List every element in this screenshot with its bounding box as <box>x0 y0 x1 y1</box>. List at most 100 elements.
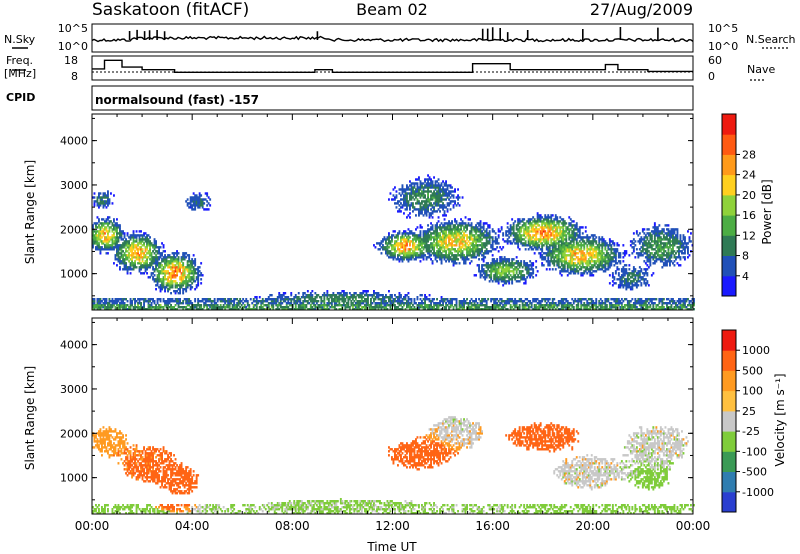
power-cell <box>398 294 401 297</box>
power-cell <box>132 242 135 245</box>
power-cell <box>541 220 544 223</box>
power-cell <box>213 300 216 303</box>
power-cell <box>560 244 563 247</box>
power-cell <box>233 302 236 305</box>
power-cell <box>503 276 506 279</box>
power-cell <box>403 252 405 255</box>
power-cell <box>92 196 94 199</box>
power-cell <box>98 224 100 227</box>
power-cell <box>309 306 312 309</box>
power-cell <box>422 234 425 237</box>
power-cell <box>176 290 178 293</box>
power-cell <box>560 246 563 249</box>
power-cell <box>204 198 207 201</box>
power-cell <box>524 228 527 231</box>
power-cell <box>439 304 441 307</box>
power-cell <box>150 272 153 275</box>
power-cell <box>155 306 157 309</box>
power-cell <box>373 308 375 311</box>
power-cell <box>488 270 491 273</box>
mhz-label: [MHz] <box>4 67 36 80</box>
power-cell <box>379 306 381 309</box>
power-cell <box>524 232 527 235</box>
power-cell <box>144 250 147 253</box>
power-cell <box>560 222 563 225</box>
power-cell <box>536 222 539 225</box>
power-cell <box>131 300 133 303</box>
power-cell <box>440 254 443 257</box>
power-cell <box>198 300 201 303</box>
power-cell <box>104 192 106 195</box>
power-cell <box>560 252 563 255</box>
power-cell <box>93 236 96 239</box>
power-cell <box>476 304 479 307</box>
power-cell <box>437 256 440 259</box>
power-cell <box>542 222 545 225</box>
power-cell <box>478 238 480 241</box>
power-cell <box>431 198 434 201</box>
power-cell <box>336 296 339 299</box>
power-cell <box>536 242 539 245</box>
power-cell <box>470 228 473 231</box>
power-cell <box>436 200 438 203</box>
power-cell <box>427 228 429 231</box>
power-cell <box>431 228 434 231</box>
power-cell <box>542 306 545 309</box>
power-cell <box>191 266 194 269</box>
power-cell <box>469 234 471 237</box>
power-cell <box>425 190 428 193</box>
power-cell <box>96 226 99 229</box>
power-cell <box>502 270 505 273</box>
power-cell <box>445 232 447 235</box>
power-cell <box>488 232 491 235</box>
power-cell <box>475 256 477 259</box>
power-cell <box>410 184 413 187</box>
power-cell <box>484 278 487 281</box>
power-cell <box>404 240 407 243</box>
power-cell <box>360 306 363 309</box>
power-cell <box>132 246 135 249</box>
power-cell <box>473 274 476 277</box>
power-cell <box>134 260 136 263</box>
power-cell <box>180 302 183 305</box>
power-cell <box>95 234 97 237</box>
power-cell <box>535 246 538 249</box>
power-cell <box>548 226 551 229</box>
power-cell <box>147 240 150 243</box>
power-cell <box>551 254 554 257</box>
power-cell <box>461 244 464 247</box>
power-cell <box>481 238 483 241</box>
power-cell <box>418 212 420 215</box>
power-cell <box>428 186 431 189</box>
power-cell <box>494 272 497 275</box>
power-cell <box>433 208 435 211</box>
power-cell <box>428 238 431 241</box>
power-cell <box>197 300 200 303</box>
power-cell <box>119 246 121 249</box>
power-cell <box>410 308 413 311</box>
power-cell <box>482 276 485 279</box>
power-cell <box>382 294 384 297</box>
power-cell <box>131 264 133 267</box>
power-cell <box>560 256 563 259</box>
power-cell <box>171 282 174 285</box>
power-cell <box>192 260 195 263</box>
power-cell <box>428 228 431 231</box>
noise-panel: N.Sky 10^5 10^0 N.Search 10^5 10^0 <box>4 22 796 53</box>
power-cell <box>111 228 114 231</box>
power-cell <box>473 244 476 247</box>
power-cell <box>449 242 452 245</box>
power-cell <box>129 268 132 271</box>
power-cell <box>446 254 449 257</box>
power-cell <box>144 268 147 271</box>
power-cell <box>469 250 471 253</box>
power-cell <box>388 198 390 201</box>
power-cell <box>348 306 351 309</box>
power-cell <box>309 300 312 303</box>
power-cell <box>278 308 281 311</box>
power-cell <box>317 308 320 311</box>
power-cell <box>568 250 571 253</box>
power-cell <box>176 284 178 287</box>
power-cell <box>554 248 557 251</box>
power-cell <box>117 260 120 263</box>
